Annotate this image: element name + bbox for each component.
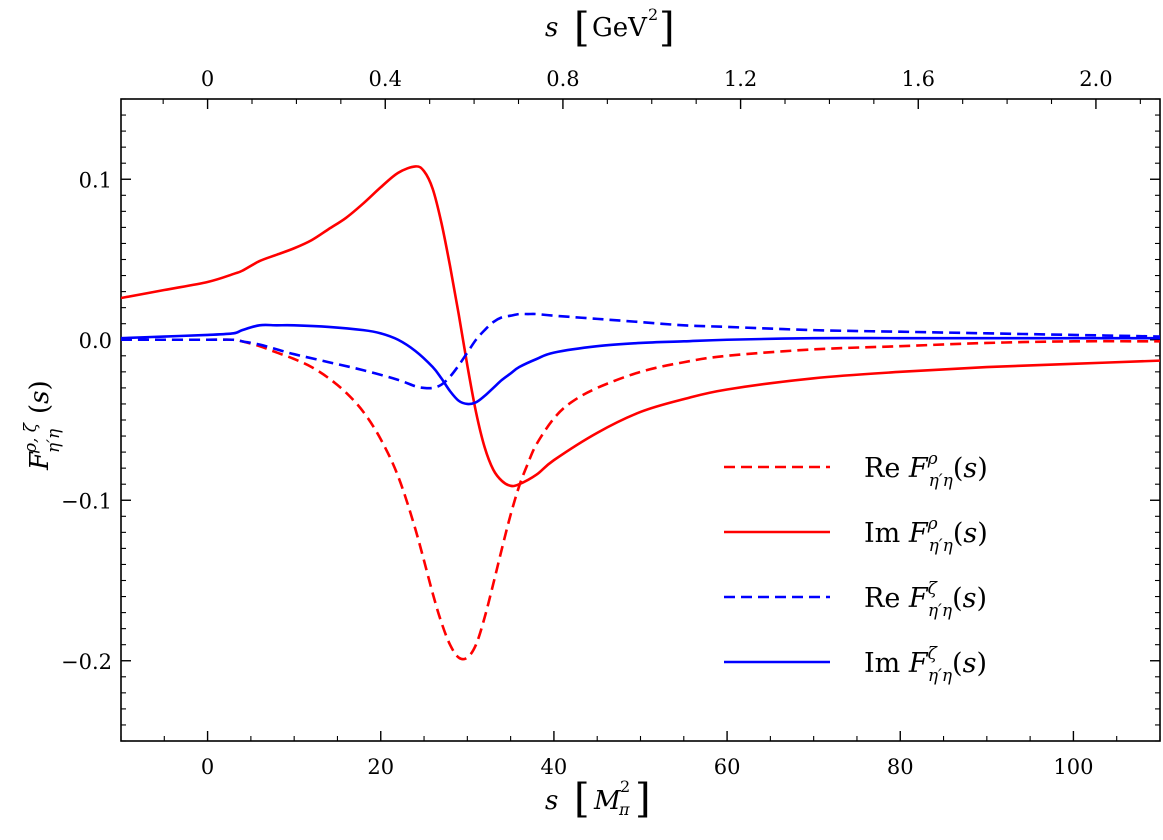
series-layer	[121, 165, 1160, 661]
x-tick-label: 20	[367, 755, 394, 779]
svg-text:M: M	[593, 786, 622, 816]
x-tick-label: 100	[1053, 755, 1093, 779]
x-tick-label: 80	[887, 755, 914, 779]
legend: Re Fρ η′η(s) Im Fρ η′η(s) Re Fζ η′η(s) Im Fζ η′…	[724, 449, 988, 686]
y-tick-label: 0.1	[79, 168, 112, 192]
legend-label: Re Fρ η′η(s)	[864, 449, 988, 491]
top-tick-label: 1.6	[902, 67, 935, 91]
svg-text:GeV: GeV	[592, 13, 648, 43]
y-axis-title: F ρ, ζ η′η (s)	[21, 380, 64, 471]
legend-entry-im-f-zeta: Im Fζ η′η(s)	[724, 644, 987, 686]
svg-text:s: s	[545, 13, 558, 43]
series-im-f-zeta	[121, 323, 1160, 406]
top-tick-label: 1.2	[724, 67, 757, 91]
legend-label: Im Fρ η′η(s)	[864, 514, 988, 556]
svg-text:[: [	[574, 5, 590, 51]
svg-text:(s): (s)	[25, 380, 55, 414]
x-tick-label: 0	[201, 755, 214, 779]
legend-label: Re Fζ η′η(s)	[864, 579, 987, 621]
svg-text:]: ]	[635, 776, 651, 822]
y-tick-label: 0.0	[79, 329, 112, 353]
svg-text:ρ, ζ: ρ, ζ	[21, 421, 41, 454]
x-tick-label: 60	[714, 755, 741, 779]
y-tick-label: −0.2	[61, 650, 112, 674]
series-re-f-zeta	[121, 312, 1160, 390]
x-axis-title-top: s [ GeV 2 ]	[545, 5, 675, 51]
svg-text:[: [	[574, 776, 590, 822]
svg-text:]: ]	[659, 5, 675, 51]
svg-text:s: s	[545, 786, 558, 816]
top-tick-label: 0.4	[369, 67, 402, 91]
x-axis-top: 0 0.4 0.8 1.2 1.6 2.0	[162, 67, 1141, 109]
top-tick-label: 0.8	[546, 67, 579, 91]
svg-text:F: F	[25, 451, 55, 471]
y-tick-label: −0.1	[61, 489, 112, 513]
series-im-f-rho	[121, 165, 1160, 488]
x-axis-title-bottom: s [ M π 2 ]	[545, 776, 651, 822]
legend-entry-re-f-zeta: Re Fζ η′η(s)	[724, 579, 987, 621]
svg-text:2: 2	[648, 5, 658, 24]
top-tick-label: 2.0	[1079, 67, 1112, 91]
plot-frame	[120, 98, 1161, 742]
svg-text:η′η: η′η	[44, 428, 64, 453]
x-axis-bottom: 0 20 40 60 80 100	[120, 731, 1161, 779]
top-tick-label: 0	[201, 67, 214, 91]
y-axis-left: −0.2 −0.1 0.0 0.1	[61, 98, 131, 742]
x-tick-label: 40	[541, 755, 568, 779]
y-axis-right	[1150, 98, 1160, 742]
svg-text:π: π	[618, 800, 630, 819]
series-re-f-rho	[121, 338, 1160, 661]
legend-label: Im Fζ η′η(s)	[864, 644, 987, 686]
legend-entry-im-f-rho: Im Fρ η′η(s)	[724, 514, 988, 556]
svg-text:2: 2	[620, 777, 630, 796]
legend-entry-re-f-rho: Re Fρ η′η(s)	[724, 449, 988, 491]
